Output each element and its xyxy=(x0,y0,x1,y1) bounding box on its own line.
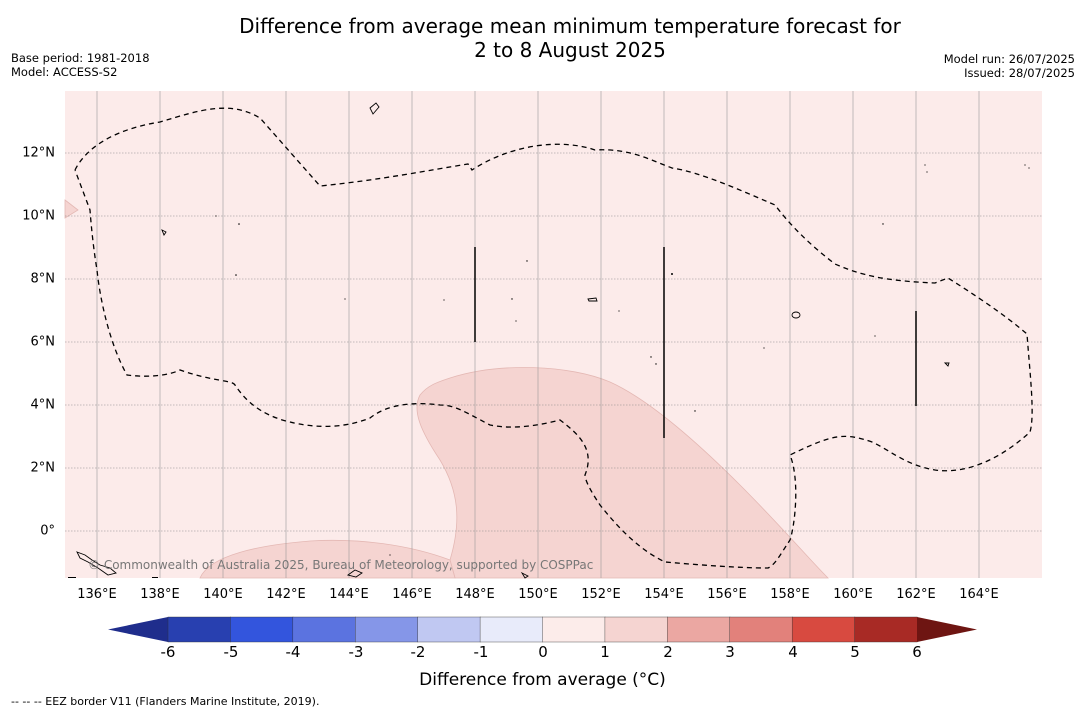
colorbar-label: 4 xyxy=(788,643,798,661)
colorbar-min-extension xyxy=(108,617,168,642)
anomaly-area-east xyxy=(416,367,829,579)
model-run: Model run: 26/07/2025 xyxy=(943,52,1075,66)
y-tick-label: 0° xyxy=(40,523,55,539)
colorbar-label: -5 xyxy=(223,643,239,661)
title-line-1: Difference from average mean minimum tem… xyxy=(239,14,901,38)
anomaly-area-south xyxy=(199,539,456,579)
colorbar-cell xyxy=(667,616,731,643)
x-tick-label: 146°E xyxy=(392,587,432,602)
colorbar-label: 5 xyxy=(850,643,860,661)
y-tick-label: 4°N xyxy=(30,397,56,413)
issued-date: Issued: 28/07/2025 xyxy=(964,66,1075,80)
colorbar-cell xyxy=(854,616,918,643)
colorbar-label: -3 xyxy=(348,643,364,661)
y-tick-label: 6°N xyxy=(30,334,56,350)
x-tick-label: 158°E xyxy=(770,587,810,602)
x-tick-label: 150°E xyxy=(518,587,558,602)
boundary-segments xyxy=(474,247,917,438)
x-tick-label: 148°E xyxy=(455,587,495,602)
eez-boundary xyxy=(74,107,1033,569)
y-tick-label: 12°N xyxy=(22,145,55,161)
x-tick-label: 152°E xyxy=(581,587,621,602)
x-tick-label: 154°E xyxy=(644,587,684,602)
colorbar-cell xyxy=(355,616,419,643)
colorbar-label: -6 xyxy=(160,643,176,661)
atolls xyxy=(68,164,1030,578)
colorbar-cell xyxy=(292,616,356,643)
colorbar-label: -2 xyxy=(410,643,426,661)
colorbar-cell xyxy=(604,616,668,643)
colorbar-cell xyxy=(729,616,793,643)
colorbar-cell xyxy=(791,616,856,643)
eez-footnote: -- -- -- EEZ border V11 (Flanders Marine… xyxy=(11,695,320,708)
meta-right: Model run: 26/07/2025 Issued: 28/07/2025 xyxy=(944,52,1075,80)
copyright-credit: © Commonwealth of Australia 2025, Bureau… xyxy=(88,558,594,572)
colorbar-label: -4 xyxy=(285,643,301,661)
anomaly-area-west xyxy=(64,199,79,219)
model-name: Model: ACCESS-S2 xyxy=(11,65,118,79)
x-tick-label: 160°E xyxy=(833,587,873,602)
colorbar-label: -1 xyxy=(473,643,489,661)
x-tick-label: 156°E xyxy=(707,587,747,602)
x-tick-label: 164°E xyxy=(959,587,999,602)
colorbar-title: Difference from average (°C) xyxy=(419,670,666,690)
y-tick-label: 8°N xyxy=(30,271,56,287)
x-tick-label: 136°E xyxy=(77,587,117,602)
colorbar-label: 6 xyxy=(912,643,922,661)
x-tick-label: 162°E xyxy=(896,587,936,602)
islands xyxy=(76,102,950,579)
y-tick-label: 2°N xyxy=(30,460,56,476)
colorbar-label: 2 xyxy=(663,643,673,661)
x-tick-label: 144°E xyxy=(329,587,369,602)
meta-left: Base period: 1981-2018 Model: ACCESS-S2 xyxy=(11,51,150,79)
colorbar-cell xyxy=(417,616,481,643)
colorbar-cell xyxy=(167,616,231,643)
base-period: Base period: 1981-2018 xyxy=(11,51,150,65)
colorbar-label: 3 xyxy=(725,643,735,661)
colorbar xyxy=(108,616,977,643)
colorbar-cells xyxy=(167,616,918,643)
x-tick-label: 138°E xyxy=(140,587,180,602)
longitude-gridlines xyxy=(96,91,980,578)
x-tick-label: 142°E xyxy=(266,587,306,602)
colorbar-cell xyxy=(230,616,294,643)
x-tick-label: 140°E xyxy=(203,587,243,602)
title-line-2: 2 to 8 August 2025 xyxy=(474,38,666,62)
y-tick-label: 10°N xyxy=(22,208,55,224)
colorbar-label: 1 xyxy=(600,643,610,661)
latitude-gridlines xyxy=(65,152,1042,532)
colorbar-cell xyxy=(479,616,544,643)
colorbar-cell xyxy=(542,616,606,643)
colorbar-label: 0 xyxy=(538,643,548,661)
map-title: Difference from average mean minimum tem… xyxy=(170,14,970,62)
colorbar-max-extension xyxy=(917,617,977,642)
